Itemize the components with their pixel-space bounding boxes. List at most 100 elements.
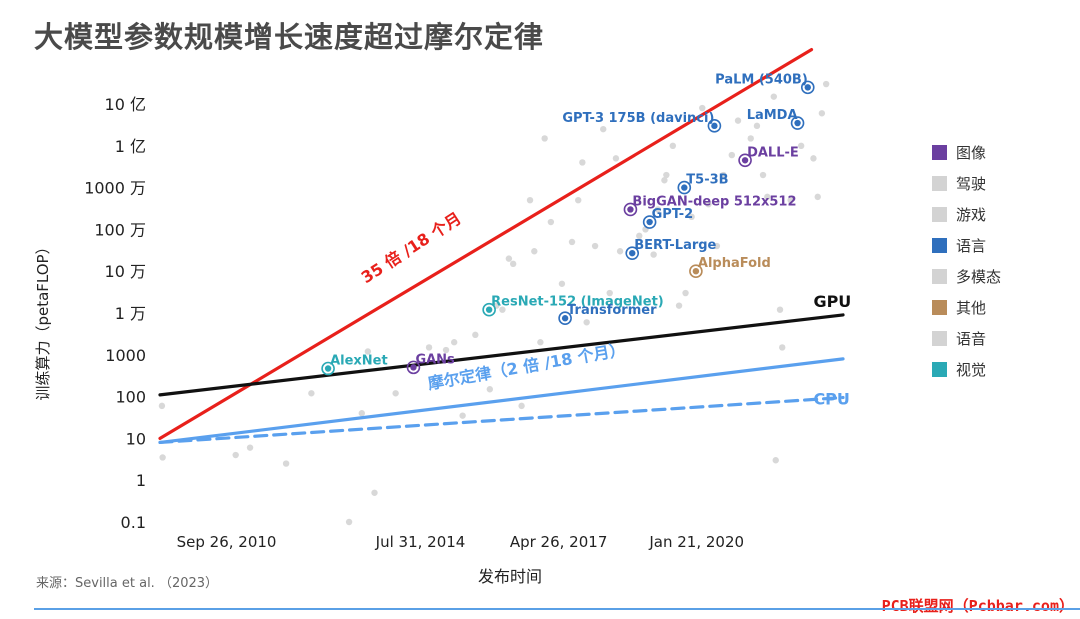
legend-item: 驾驶 [932, 168, 1001, 199]
y-tick-label: 1 [136, 471, 146, 490]
data-point [699, 104, 706, 112]
data-point [600, 125, 607, 133]
highlight-label: T5-3B [686, 173, 728, 188]
data-point [282, 460, 290, 467]
y-tick-label: 100 [115, 388, 146, 407]
y-axis-label: 训练算力（petaFLOP） [34, 239, 52, 400]
y-tick-label: 10 [126, 429, 146, 448]
highlight-label: GPT-3 175B (davinci) [562, 111, 714, 126]
highlight-label: PaLM (540B) [715, 72, 808, 87]
data-point [450, 339, 458, 346]
legend-swatch [932, 176, 947, 191]
data-point [308, 390, 315, 397]
data-point [531, 248, 538, 255]
y-tick-label: 1000 万 [84, 179, 146, 198]
data-point [159, 454, 166, 461]
data-point [734, 117, 742, 124]
x-tick-label: Apr 26, 2017 [510, 533, 608, 551]
highlight-label: GANs [415, 352, 455, 367]
trend-line [158, 48, 814, 440]
data-point [787, 196, 794, 204]
legend-item: 图像 [932, 137, 1001, 168]
y-tick-label: 1 亿 [115, 137, 146, 156]
data-point [547, 218, 555, 226]
highlight-label: GPT-2 [652, 207, 694, 222]
data-point [345, 518, 353, 526]
y-tick-label: 100 万 [94, 220, 146, 239]
legend-item: 游戏 [932, 199, 1001, 230]
legend-label: 图像 [956, 144, 987, 162]
bottom-divider [34, 608, 1080, 610]
legend-swatch [932, 145, 947, 160]
data-point [486, 386, 494, 393]
y-axis-ticks: 0.1 1 10 100 1000 1 万 10 万 100 万 1000 万 1 亿 10 亿 [84, 95, 146, 532]
highlight-point-ring [738, 153, 752, 168]
highlight-point [410, 364, 417, 371]
x-axis-label: 发布时间 [478, 567, 542, 586]
highlight-point-ring [790, 116, 805, 130]
data-point [509, 260, 517, 268]
trend-line [158, 357, 845, 445]
page-title: 大模型参数规模增长速度超过摩尔定律 [34, 20, 545, 54]
data-point [776, 306, 784, 313]
data-point [713, 242, 721, 250]
trend-line [158, 313, 845, 397]
data-point [499, 306, 506, 313]
highlight-point [627, 206, 634, 213]
data-point [606, 289, 613, 297]
data-point [575, 196, 582, 204]
data-point [688, 213, 695, 221]
data-point [442, 346, 450, 354]
data-point [822, 80, 830, 88]
legend-label: 语言 [956, 237, 987, 255]
highlight-point [629, 249, 636, 257]
legend-swatch [932, 238, 947, 253]
chart-legend: 图像 驾驶 游戏 语言 多模态 其他 语音 视觉 [932, 137, 1001, 385]
highlight-label: AlphaFold [698, 256, 771, 271]
highlight-point-ring [558, 311, 572, 326]
highlight-point [794, 119, 801, 127]
y-tick-label: 10 万 [105, 262, 146, 281]
data-point [661, 177, 668, 184]
legend-label: 多模态 [956, 268, 1002, 286]
highlight-point-ring [642, 215, 657, 229]
legend-label: 游戏 [956, 206, 987, 224]
data-point [505, 255, 513, 262]
legend-item: 视觉 [932, 354, 1001, 385]
highlight-point-ring [623, 202, 638, 217]
data-point [364, 348, 372, 355]
legend-swatch [932, 207, 947, 222]
legend-swatch [932, 269, 947, 284]
data-point [720, 171, 727, 179]
data-point [579, 159, 586, 166]
highlight-point-ring [625, 246, 640, 260]
legend-swatch [932, 362, 947, 377]
trend-line [158, 395, 845, 445]
highlight-label: LaMDA [747, 108, 798, 123]
data-point [675, 302, 683, 309]
data-point [814, 193, 821, 201]
highlight-point-ring [707, 119, 722, 133]
background-points [158, 80, 830, 526]
highlight-point-ring [677, 180, 692, 195]
x-tick-label: Jan 21, 2020 [648, 533, 744, 551]
watermark: PCB联盟网（Pcbbar.com） [881, 597, 1074, 615]
data-point [232, 451, 239, 459]
data-point [663, 171, 670, 179]
data-point [636, 232, 643, 240]
data-point [728, 151, 736, 159]
highlight-points: AlexNet GANs ResNet-152 (ImageNet)Transfor… [321, 72, 815, 376]
data-point [591, 242, 599, 250]
highlight-point [646, 218, 653, 226]
highlight-point [681, 184, 688, 191]
data-point [358, 410, 365, 417]
highlight-point [804, 84, 811, 91]
highlight-point [741, 157, 749, 164]
trend-line-label: GPU [813, 292, 851, 311]
highlight-label: DALL-E [747, 145, 799, 160]
data-point [759, 171, 767, 179]
legend-swatch [932, 331, 947, 346]
data-point [705, 201, 712, 208]
legend-label: 驾驶 [956, 175, 987, 193]
